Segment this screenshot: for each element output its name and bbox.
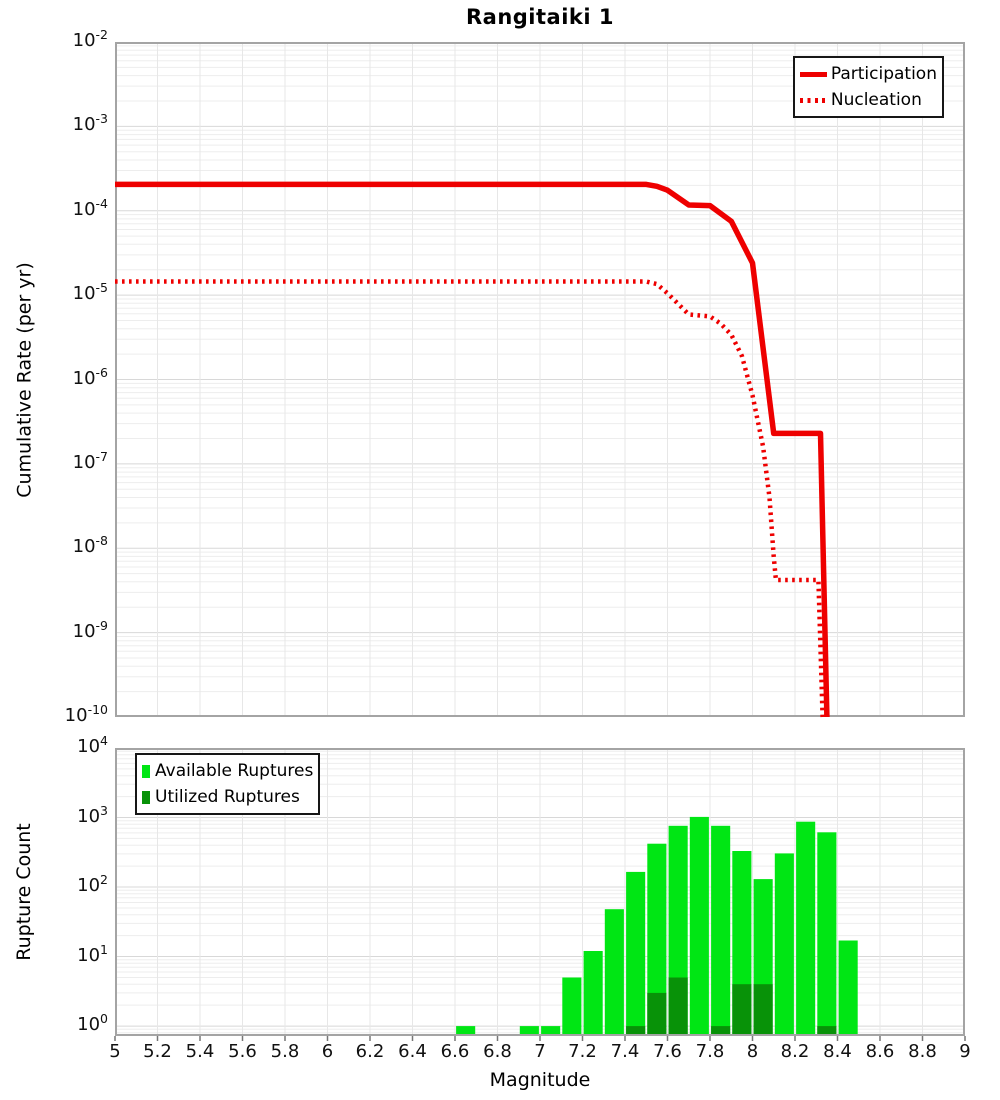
bar-available-ruptures — [583, 951, 603, 1036]
bar-available-ruptures — [562, 977, 582, 1036]
bar-utilized-ruptures — [753, 984, 773, 1036]
x-tick-label: 5.2 — [143, 1041, 172, 1062]
x-tick-label: 5.8 — [270, 1041, 300, 1062]
bar-utilized-ruptures — [647, 992, 667, 1036]
bar-utilized-ruptures — [817, 1026, 837, 1036]
bar-available-ruptures — [838, 940, 858, 1036]
bar-available-ruptures — [711, 825, 731, 1036]
y-tick-label: 10-7 — [72, 448, 108, 473]
x-tick-label: 6 — [321, 1041, 334, 1062]
y-tick-label: 101 — [77, 941, 108, 966]
x-tick-label: 8.8 — [908, 1041, 937, 1062]
y-tick-label: 10-4 — [72, 195, 108, 220]
top-panel-plot — [115, 42, 965, 718]
top-y-axis-label: Cumulative Rate (per yr) — [13, 262, 36, 498]
x-tick-label: 6.6 — [440, 1041, 470, 1062]
y-tick-label: 100 — [77, 1011, 108, 1036]
x-tick-label: 7.6 — [653, 1041, 682, 1062]
bar-available-ruptures — [626, 871, 646, 1036]
y-tick-label: 104 — [77, 733, 108, 757]
x-tick-label: 6.4 — [398, 1041, 427, 1062]
bar-available-ruptures — [604, 909, 624, 1036]
legend-label-utilized: Utilized Ruptures — [155, 787, 300, 807]
x-tick-label: 7.8 — [695, 1041, 725, 1062]
bar-utilized-ruptures — [732, 984, 752, 1036]
y-tick-label: 10-3 — [72, 111, 108, 136]
legend-label-nucleation: Nucleation — [830, 90, 922, 110]
participation-line-swatch — [799, 71, 827, 77]
x-tick-label: 7.4 — [610, 1041, 640, 1062]
y-tick-label: 10-9 — [72, 617, 108, 642]
utilized-ruptures-swatch — [142, 790, 150, 804]
bottom-y-axis-label: Rupture Count — [13, 823, 35, 961]
legend-bottom: Available Ruptures Utilized Ruptures — [135, 753, 321, 815]
x-axis-label: Magnitude — [489, 1069, 591, 1091]
y-tick-label: 10-6 — [72, 364, 108, 389]
legend-row-available: Available Ruptures — [142, 758, 313, 784]
x-tick-label: 8.2 — [780, 1041, 810, 1062]
x-tick-label: 5 — [109, 1041, 121, 1062]
legend-row-utilized: Utilized Ruptures — [142, 784, 313, 810]
x-tick-label: 8.4 — [823, 1041, 852, 1062]
x-tick-label: 7.2 — [568, 1041, 597, 1062]
y-tick-label: 102 — [77, 872, 108, 897]
legend-row-nucleation: Nucleation — [799, 87, 937, 113]
bar-available-ruptures — [689, 816, 709, 1036]
x-tick-label: 9 — [959, 1041, 971, 1062]
bar-available-ruptures — [456, 1026, 476, 1036]
bar-available-ruptures — [774, 853, 794, 1036]
y-tick-label: 10-2 — [72, 27, 108, 51]
x-tick-label: 5.4 — [185, 1041, 215, 1062]
bar-utilized-ruptures — [711, 1026, 731, 1036]
bar-utilized-ruptures — [668, 977, 688, 1036]
legend-label-available: Available Ruptures — [155, 761, 314, 781]
y-tick-label: 10-5 — [72, 280, 108, 305]
x-tick-label: 6.8 — [483, 1041, 512, 1062]
nucleation-line-swatch — [799, 97, 827, 103]
legend-row-participation: Participation — [799, 61, 937, 87]
chart-title: Rangitaiki 1 — [465, 5, 615, 29]
x-tick-label: 7 — [534, 1041, 546, 1062]
y-tick-label: 103 — [77, 802, 108, 827]
bar-available-ruptures — [519, 1026, 539, 1036]
legend-top: Participation Nucleation — [792, 56, 944, 118]
bar-available-ruptures — [541, 1026, 561, 1036]
series-participation — [115, 181, 830, 718]
available-ruptures-swatch — [142, 764, 150, 778]
bar-utilized-ruptures — [626, 1026, 646, 1036]
y-tick-label: 10-8 — [72, 533, 108, 558]
x-tick-label: 5.6 — [228, 1041, 257, 1062]
legend-label-participation: Participation — [830, 64, 937, 84]
x-tick-label: 6.2 — [355, 1041, 385, 1062]
y-tick-label: 10-10 — [64, 702, 108, 726]
x-tick-label: 8 — [746, 1041, 759, 1062]
bar-available-ruptures — [647, 843, 667, 1036]
x-tick-label: 8.6 — [865, 1041, 895, 1062]
bar-available-ruptures — [796, 821, 816, 1036]
bar-available-ruptures — [817, 832, 837, 1036]
